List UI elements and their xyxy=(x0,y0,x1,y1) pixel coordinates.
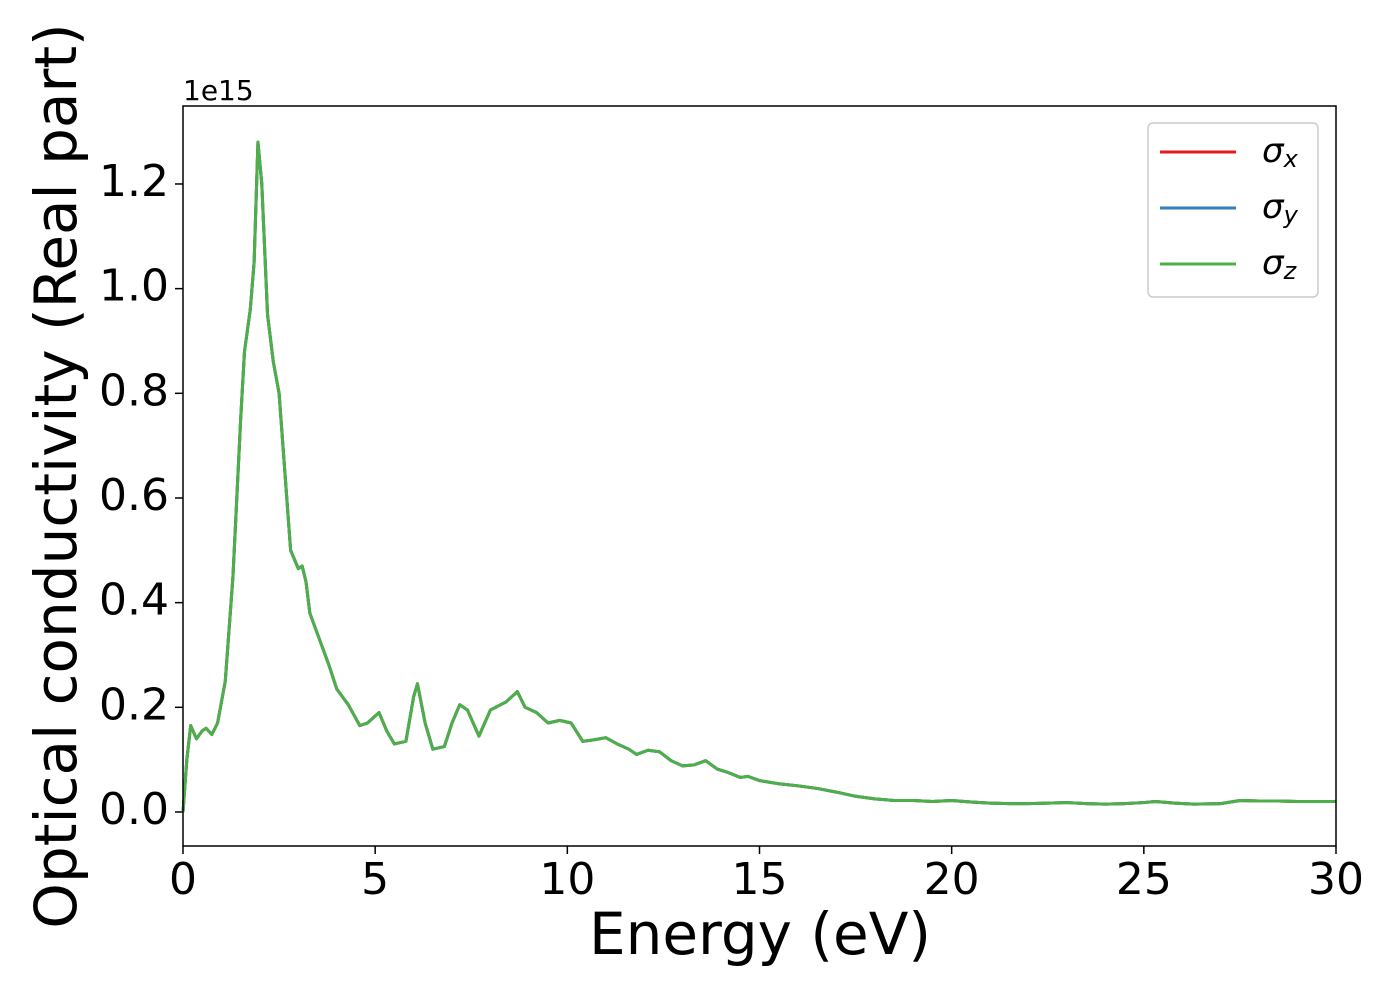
x-tick-label: 30 xyxy=(1308,854,1364,905)
legend-box xyxy=(1147,122,1319,298)
y-tick-label: 1.2 xyxy=(99,156,169,207)
x-axis-label: Energy (eV) xyxy=(589,900,931,968)
legend-label: σx xyxy=(1262,131,1299,174)
y-axis-label: Optical conductivity (Real part) xyxy=(22,23,90,928)
x-tick-label: 15 xyxy=(732,854,788,905)
legend-label: σy xyxy=(1262,187,1299,230)
y-tick-label: 0.0 xyxy=(99,784,169,835)
x-tick-label: 20 xyxy=(924,854,980,905)
plot-frame xyxy=(182,105,1337,847)
y-tick-label: 0.4 xyxy=(99,575,169,626)
x-tick-label: 10 xyxy=(539,854,595,905)
x-tick-label: 0 xyxy=(169,854,197,905)
y-tick-label: 0.6 xyxy=(99,470,169,521)
x-tick-label: 25 xyxy=(1116,854,1172,905)
legend-label: σz xyxy=(1262,243,1298,286)
x-tick-label: 5 xyxy=(361,854,389,905)
y-tick-label: 1.0 xyxy=(99,261,169,312)
y-tick-label: 0.2 xyxy=(99,679,169,730)
series-line xyxy=(181,140,1336,813)
y-tick-label: 0.8 xyxy=(99,365,169,416)
y-offset-label: 1e15 xyxy=(183,74,254,107)
